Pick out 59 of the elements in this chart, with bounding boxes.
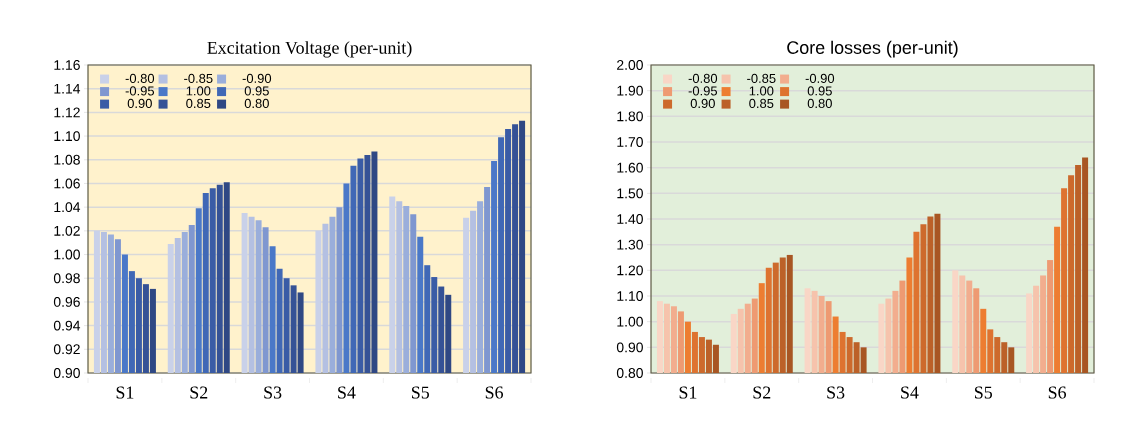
- legend-label: 0.90: [690, 98, 715, 109]
- y-tick-label: 1.80: [617, 111, 643, 122]
- y-tick-label: 0.92: [53, 344, 80, 355]
- legend-label: -0.95: [125, 86, 155, 96]
- y-tick-label: 1.90: [617, 85, 643, 96]
- legend-label: 0.85: [749, 98, 774, 109]
- legend-label: 1.00: [749, 86, 774, 96]
- y-tick-label: 1.16: [54, 60, 80, 70]
- y-tick-label: 1.02: [54, 225, 80, 236]
- legend-label: -0.95: [688, 86, 718, 96]
- y-tick-label: 2.00: [617, 60, 643, 70]
- x-tick-label: S6: [1048, 386, 1067, 399]
- y-tick-label: 1.30: [617, 239, 643, 250]
- y-tick-label: 1.70: [617, 137, 643, 147]
- x-tick-label: S5: [974, 386, 993, 399]
- x-tick-label: S3: [827, 386, 845, 399]
- legend-label: -0.85: [747, 73, 776, 83]
- legend-label: 0.85: [186, 98, 211, 109]
- legend-label: 0.90: [127, 98, 152, 109]
- x-tick-label: S2: [753, 386, 771, 399]
- legend-label: -0.80: [125, 73, 155, 83]
- legend-label: -0.90: [805, 73, 835, 83]
- y-tick-label: 1.50: [617, 188, 643, 199]
- legend-label: -0.90: [242, 73, 272, 83]
- y-tick-label: 1.20: [617, 265, 643, 276]
- y-tick-label: 0.90: [616, 342, 643, 353]
- legend-label: -0.80: [688, 73, 718, 83]
- y-tick-label: 1.40: [617, 214, 643, 224]
- y-tick-label: 1.10: [617, 291, 643, 301]
- chart-title: Core losses (per-unit): [787, 40, 958, 58]
- legend-label: 0.95: [244, 86, 269, 96]
- legend-label: 0.80: [807, 98, 832, 109]
- legend-label: -0.85: [184, 73, 213, 83]
- y-tick-label: 1.06: [54, 178, 80, 189]
- y-tick-label: 0.98: [53, 273, 80, 284]
- legend-label: 0.80: [244, 98, 269, 109]
- legend-label: 0.95: [807, 86, 832, 96]
- y-tick-label: 1.60: [617, 162, 643, 173]
- y-tick-label: 1.00: [54, 249, 80, 260]
- chart-title: Excitation Voltage (per-unit): [207, 41, 412, 58]
- y-tick-label: 1.00: [617, 316, 643, 327]
- y-tick-label: 0.80: [616, 368, 643, 378]
- y-tick-label: 0.94: [53, 320, 81, 331]
- y-tick-label: 1.04: [54, 202, 81, 213]
- y-tick-label: 1.10: [54, 131, 80, 142]
- x-tick-label: S1: [679, 386, 697, 399]
- x-tick-label: S2: [190, 386, 208, 399]
- y-tick-label: 1.08: [54, 154, 80, 165]
- x-tick-label: S3: [264, 386, 282, 399]
- x-tick-label: S6: [485, 386, 504, 399]
- legend-label: 1.00: [186, 86, 211, 96]
- y-tick-label: 1.12: [54, 107, 80, 118]
- x-tick-label: S1: [116, 386, 134, 399]
- x-tick-label: S5: [411, 386, 430, 399]
- x-tick-label: S4: [338, 386, 356, 399]
- y-tick-label: 1.14: [54, 83, 81, 94]
- x-tick-label: S4: [901, 386, 919, 399]
- y-tick-label: 0.90: [53, 368, 80, 378]
- y-tick-label: 0.96: [53, 296, 80, 307]
